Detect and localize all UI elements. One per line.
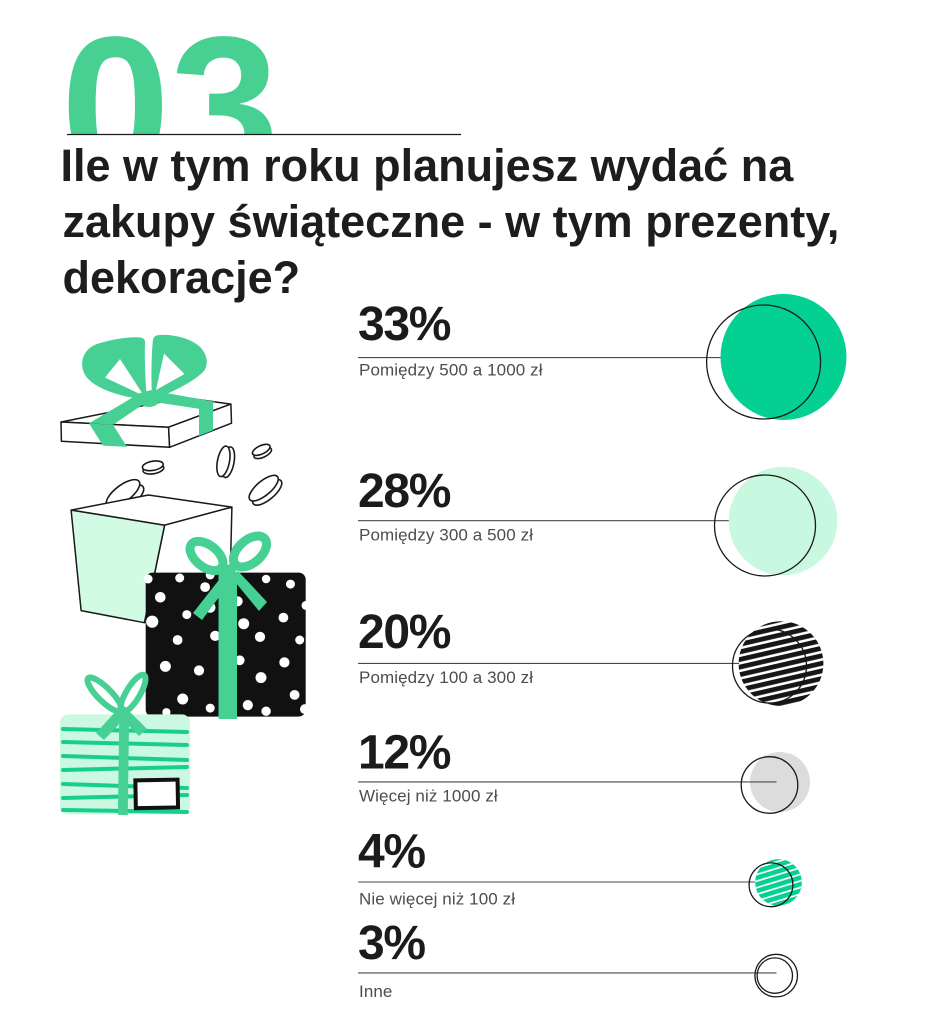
svg-text:Pomiędzy 300 a 500 zł: Pomiędzy 300 a 500 zł (359, 526, 533, 545)
svg-text:Więcej niż 1000 zł: Więcej niż 1000 zł (359, 787, 498, 806)
svg-text:Pomiędzy 100 a 300 zł: Pomiędzy 100 a 300 zł (359, 668, 533, 687)
svg-text:33%: 33% (358, 298, 451, 351)
svg-text:3%: 3% (358, 917, 425, 970)
svg-text:Ile w tym roku planujesz wydać: Ile w tym roku planujesz wydać na (61, 140, 795, 191)
svg-text:Pomiędzy 500 a 1000 zł: Pomiędzy 500 a 1000 zł (359, 361, 543, 380)
svg-text:03: 03 (61, 0, 279, 215)
svg-text:dekoracje?: dekoracje? (63, 252, 301, 303)
svg-text:Inne: Inne (359, 982, 393, 1001)
svg-text:4%: 4% (358, 826, 425, 879)
svg-text:20%: 20% (358, 606, 451, 659)
svg-text:28%: 28% (358, 465, 451, 518)
svg-text:zakupy świąteczne - w tym prez: zakupy świąteczne - w tym prezenty, (63, 196, 840, 247)
svg-text:12%: 12% (358, 727, 451, 780)
svg-text:Nie więcej niż 100 zł: Nie więcej niż 100 zł (359, 890, 515, 909)
